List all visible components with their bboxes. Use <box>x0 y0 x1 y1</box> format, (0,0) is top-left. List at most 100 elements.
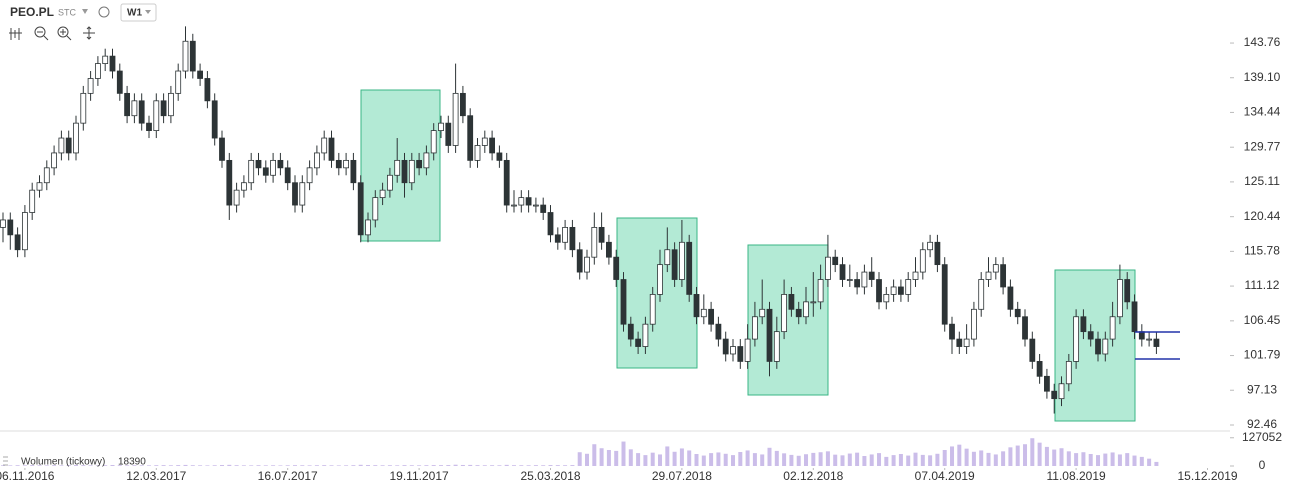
volume-bar <box>161 465 166 466</box>
volume-bar <box>935 453 940 466</box>
candle-body <box>584 256 590 273</box>
volume-bar <box>1066 451 1071 466</box>
zoom-in[interactable] <box>57 26 69 38</box>
candle-body <box>817 279 824 303</box>
volume-bar <box>373 465 378 466</box>
x-tick-label: 19.11.2017 <box>390 469 449 483</box>
zoom-out[interactable] <box>34 26 46 38</box>
volume-tick-label: 127052 <box>1242 430 1282 444</box>
x-tick-label: 12.03.2017 <box>126 469 186 483</box>
candle-tool[interactable] <box>9 28 22 40</box>
volume-bar <box>460 464 465 466</box>
volume-bar <box>0 465 5 466</box>
y-tick-label: 111.12 <box>1245 278 1280 292</box>
dropdown-arrow[interactable] <box>82 9 88 14</box>
candle-body <box>613 256 620 280</box>
y-tick-label: 106.45 <box>1244 313 1281 327</box>
y-tick-label: 120.44 <box>1244 209 1281 223</box>
volume-bar <box>818 452 823 466</box>
volume-bar <box>358 464 363 466</box>
candle-body <box>80 92 87 124</box>
candle-body <box>773 331 780 362</box>
candle-body <box>554 234 561 243</box>
y-tick-label: 129.77 <box>1244 139 1281 153</box>
volume-bar <box>643 455 648 466</box>
x-tick-label: 06.11.2016 <box>0 469 55 483</box>
candle-body <box>138 100 145 124</box>
candle-body <box>1138 331 1145 340</box>
volume-bar <box>453 464 458 466</box>
volume-bar <box>125 465 130 466</box>
volume-bar <box>212 465 217 466</box>
volume-bar <box>541 465 546 466</box>
toolbar <box>9 26 95 41</box>
candle-body <box>649 294 656 325</box>
candle-body <box>854 279 861 288</box>
interval-select[interactable] <box>120 3 157 22</box>
volume-bar <box>198 465 203 466</box>
volume-bar <box>920 454 925 466</box>
volume-bar <box>862 456 867 466</box>
volume-bar <box>380 465 385 466</box>
candle-body <box>58 137 65 154</box>
candle-body <box>876 279 882 303</box>
candle-body <box>299 182 306 206</box>
candle-body <box>744 338 751 362</box>
volume-bar <box>183 464 188 466</box>
volume-bar <box>1125 453 1130 466</box>
candle-body <box>978 279 985 310</box>
candle-body <box>197 70 203 79</box>
candle-body <box>496 152 503 161</box>
info-icon[interactable] <box>98 6 110 18</box>
pan-tool[interactable] <box>83 26 95 40</box>
volume-bar <box>59 465 64 466</box>
volume-bar <box>1110 452 1115 466</box>
volume-bar <box>1023 444 1028 466</box>
volume-bar <box>117 465 122 466</box>
volume-bar <box>519 465 524 466</box>
candle-body <box>781 294 788 333</box>
candle-body <box>737 346 744 362</box>
candle-body <box>313 152 320 169</box>
candle-body <box>408 159 415 184</box>
volume-bar <box>431 465 436 466</box>
volume-bar <box>665 446 670 466</box>
candle-body <box>233 189 240 206</box>
candle-body <box>919 249 926 273</box>
volume-bar <box>8 465 13 466</box>
volume-bar <box>1001 451 1006 466</box>
candle-body <box>379 189 386 199</box>
highlight-box <box>1054 269 1136 422</box>
volume-bar <box>103 465 108 466</box>
volume-icon <box>3 456 8 466</box>
candle-body <box>598 226 605 243</box>
candle-body <box>1058 383 1065 400</box>
volume-bar <box>658 454 663 466</box>
candle-body <box>240 182 247 191</box>
candle-body <box>1087 331 1094 340</box>
candle-body <box>481 137 488 146</box>
volume-bar <box>533 465 538 466</box>
candle-body <box>657 264 663 295</box>
volume-bar <box>1154 461 1159 466</box>
candle-body <box>146 122 152 132</box>
candle-body <box>752 316 758 340</box>
candle-body <box>160 100 167 117</box>
volume-bar <box>314 465 319 466</box>
candle-body <box>664 249 671 266</box>
volume-bar <box>285 465 290 466</box>
volume-bar <box>1088 454 1093 466</box>
volume-bar <box>950 446 955 466</box>
candle-body <box>1014 308 1021 318</box>
x-tick-label: 29.07.2018 <box>652 469 712 483</box>
volume-label: Wolumen (tickowy) <box>21 457 105 468</box>
candle-body <box>430 130 437 154</box>
volume-bar <box>417 465 422 466</box>
dropdown-arrow[interactable] <box>145 10 151 14</box>
candle-body <box>131 100 138 117</box>
candle-body <box>671 249 678 280</box>
candle-body <box>204 78 211 102</box>
volume-bar <box>271 465 276 466</box>
candle-body <box>883 294 890 303</box>
candle-body <box>1022 316 1028 340</box>
